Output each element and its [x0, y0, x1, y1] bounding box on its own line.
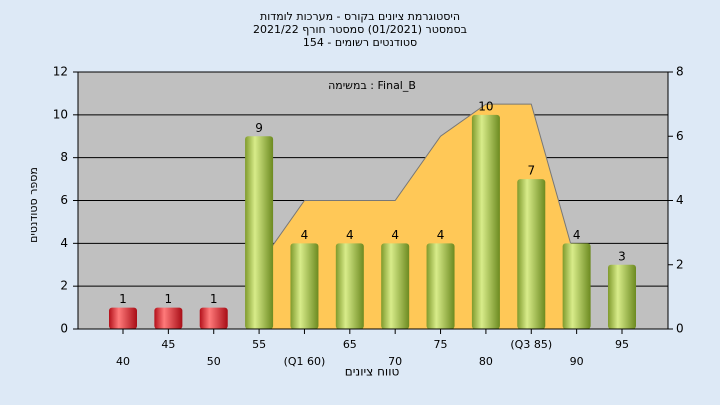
x-tick-label: 80: [479, 355, 493, 368]
value-label: 4: [301, 228, 309, 242]
title-line: היסטוגרמת ציונים בקורס - מערכות לומדות: [260, 10, 460, 23]
x-tick-label: 95: [615, 338, 629, 351]
bar: [426, 243, 455, 329]
bar: [245, 136, 274, 329]
value-label: 4: [573, 228, 581, 242]
bar: [471, 114, 500, 329]
subtitle: במשימה : Final_B: [328, 79, 416, 92]
y2-tick-label: 8: [676, 65, 684, 79]
y-tick-label: 8: [60, 150, 68, 164]
value-label: 1: [210, 292, 218, 306]
x-tick-label: 45: [161, 338, 175, 351]
x-tick-label: (Q3 85): [510, 338, 552, 351]
x-tick-label: 65: [343, 338, 357, 351]
title-line: סטודנטים רשומים - 154: [303, 36, 417, 49]
value-label: 10: [478, 99, 493, 113]
x-tick-label: 70: [388, 355, 402, 368]
value-label: 4: [391, 228, 399, 242]
bar: [608, 264, 636, 329]
y-tick-label: 0: [60, 322, 68, 336]
bar: [199, 307, 228, 329]
x-tick-label: 90: [570, 355, 584, 368]
x-tick-label: 40: [116, 355, 130, 368]
bar: [381, 243, 410, 329]
value-label: 4: [346, 228, 354, 242]
bar: [154, 307, 183, 329]
value-label: 4: [437, 228, 445, 242]
x-tick-label: 75: [434, 338, 448, 351]
y2-tick-label: 4: [676, 193, 684, 207]
value-label: 3: [618, 249, 626, 263]
x-tick-label: 50: [207, 355, 221, 368]
y-tick-label: 12: [53, 65, 68, 79]
y2-tick-label: 6: [676, 129, 684, 143]
bar: [517, 179, 546, 329]
y-axis-label: מספר סטודנטים: [27, 167, 40, 243]
bar: [290, 243, 319, 329]
bar: [109, 307, 137, 329]
value-label: 9: [255, 121, 263, 135]
x-tick-label: (Q1 60): [284, 355, 326, 368]
value-label: 1: [119, 292, 127, 306]
y-tick-label: 10: [53, 107, 68, 121]
value-label: 7: [527, 164, 535, 178]
value-label: 1: [165, 292, 173, 306]
bar: [335, 243, 364, 329]
x-axis-label: טווח ציונים: [345, 365, 400, 379]
y-tick-label: 4: [60, 236, 68, 250]
y2-tick-label: 2: [676, 257, 684, 271]
y-tick-label: 6: [60, 193, 68, 207]
bar: [562, 243, 591, 329]
title-line: בסמסטר (01/2021) סמסטר חורף 2021/22: [253, 23, 467, 36]
y-tick-label: 2: [60, 279, 68, 293]
x-tick-label: 55: [252, 338, 266, 351]
y2-tick-label: 0: [676, 322, 684, 336]
